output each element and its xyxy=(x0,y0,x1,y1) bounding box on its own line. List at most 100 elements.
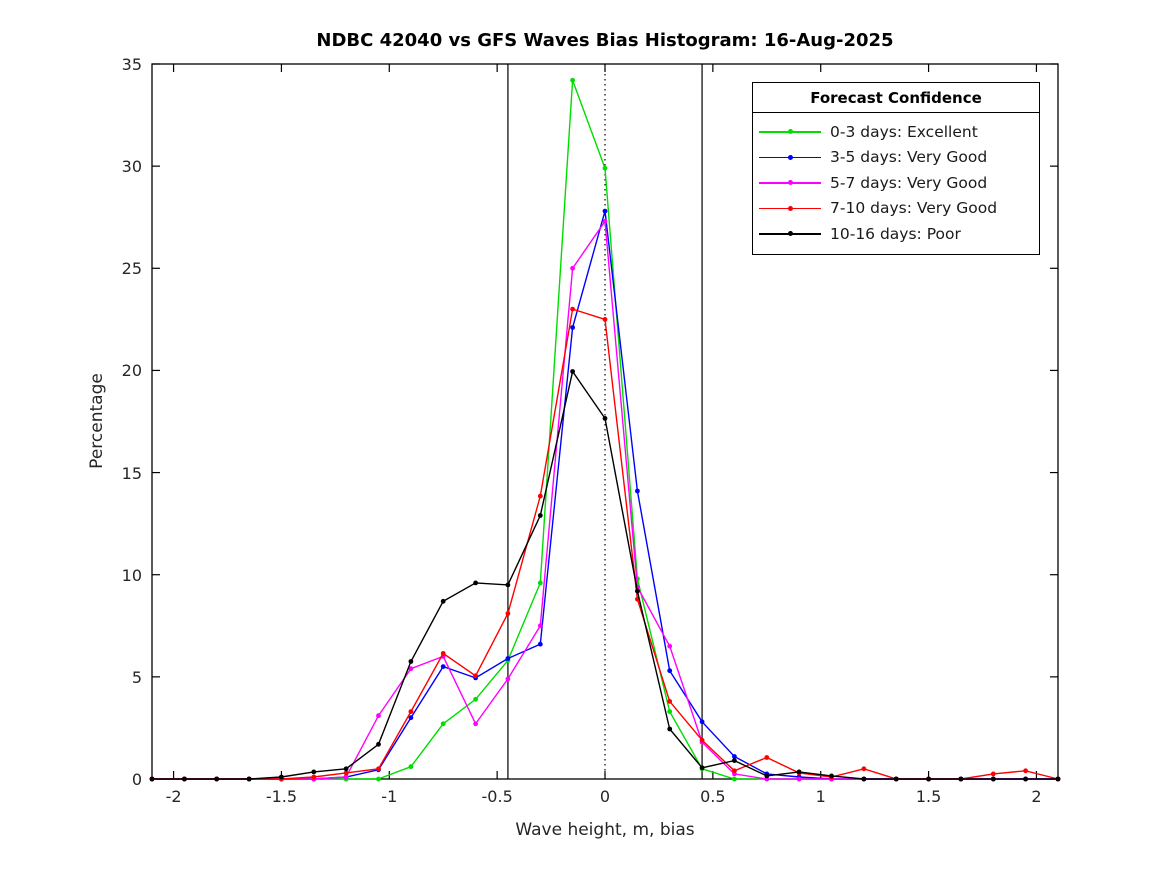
x-tick-label: -0.5 xyxy=(481,787,513,806)
legend-entry-label: 5-7 days: Very Good xyxy=(830,173,988,192)
data-point xyxy=(376,776,381,782)
legend-marker-dot xyxy=(788,129,793,135)
data-point xyxy=(473,721,478,727)
data-point xyxy=(570,265,575,271)
data-point xyxy=(537,641,543,647)
data-point xyxy=(990,776,996,782)
x-tick-label: -1 xyxy=(381,787,398,806)
data-point xyxy=(990,771,996,777)
legend-marker-dot xyxy=(788,154,793,160)
legend-entry-label: 7-10 days: Very Good xyxy=(830,199,998,218)
y-tick-label: 20 xyxy=(121,361,142,381)
data-point xyxy=(537,493,543,499)
x-tick-label: 0.5 xyxy=(700,787,726,806)
legend-entry: 0-3 days: Excellent xyxy=(759,119,1039,145)
y-tick-label: 30 xyxy=(121,157,142,177)
data-point xyxy=(732,754,737,759)
data-point xyxy=(1055,776,1061,782)
legend-marker-dot xyxy=(788,180,793,186)
data-point xyxy=(376,766,381,772)
legend-line-marker-icon xyxy=(759,205,821,212)
x-tick-label: 1.5 xyxy=(915,787,942,806)
data-point xyxy=(926,776,931,782)
data-point xyxy=(602,208,608,214)
plot-border xyxy=(151,63,1059,780)
data-point xyxy=(505,582,511,588)
legend-entry-label: 3-5 days: Very Good xyxy=(830,148,988,167)
data-point xyxy=(343,766,349,772)
legend-entry: 3-5 days: Very Good xyxy=(759,145,1039,171)
data-point xyxy=(505,611,511,616)
legend-line-marker-icon xyxy=(759,230,821,237)
data-point xyxy=(570,77,575,83)
data-point xyxy=(732,758,737,763)
data-point xyxy=(149,776,155,782)
data-point xyxy=(699,737,705,743)
data-point xyxy=(343,774,349,780)
data-point xyxy=(214,776,220,782)
data-point xyxy=(829,773,834,779)
data-point xyxy=(861,776,867,782)
data-point xyxy=(343,770,349,776)
data-point xyxy=(408,764,414,770)
data-point xyxy=(473,673,478,679)
data-point xyxy=(667,668,673,674)
data-point xyxy=(537,580,543,586)
legend-entry: 7-10 days: Very Good xyxy=(759,196,1039,222)
data-point xyxy=(376,713,381,719)
data-point xyxy=(796,776,802,782)
data-point xyxy=(537,513,543,518)
data-point xyxy=(473,696,478,702)
data-point xyxy=(408,709,414,714)
x-axis-label: Wave height, m, bias xyxy=(515,820,695,840)
data-point xyxy=(408,659,414,664)
x-tick-label: -2 xyxy=(165,787,182,806)
y-tick-label: 35 xyxy=(121,55,142,74)
data-point xyxy=(311,774,317,780)
legend-title: Forecast Confidence xyxy=(753,83,1039,113)
data-point xyxy=(699,765,705,771)
data-point xyxy=(893,776,899,782)
data-point xyxy=(602,317,608,322)
data-point xyxy=(570,369,575,374)
data-point xyxy=(440,598,446,604)
y-tick-label: 15 xyxy=(121,463,142,483)
data-point xyxy=(667,709,673,714)
data-point xyxy=(602,218,608,224)
data-point xyxy=(408,715,414,721)
y-tick-label: 0 xyxy=(131,770,142,789)
data-point xyxy=(667,726,673,732)
data-point xyxy=(408,666,414,672)
y-tick-label: 25 xyxy=(121,259,142,279)
data-point xyxy=(1023,776,1028,782)
legend-entry: 5-7 days: Very Good xyxy=(759,170,1039,196)
data-point xyxy=(602,416,608,421)
legend-entry: 10-16 days: Poor xyxy=(759,221,1039,247)
data-point xyxy=(279,774,284,780)
data-point xyxy=(440,721,446,727)
data-point xyxy=(505,656,511,661)
data-point xyxy=(699,719,705,725)
data-point xyxy=(667,643,673,649)
legend-box: Forecast Confidence 0-3 days: Excellent 3… xyxy=(752,82,1040,255)
data-point xyxy=(635,588,640,594)
chart-title: NDBC 42040 vs GFS Waves Bias Histogram: … xyxy=(316,30,894,51)
data-point xyxy=(861,766,867,772)
data-point xyxy=(537,623,543,629)
data-point xyxy=(1023,768,1028,774)
data-point xyxy=(667,699,673,704)
data-point xyxy=(764,755,770,760)
data-point xyxy=(796,769,802,775)
legend-line-marker-icon xyxy=(759,179,821,186)
data-point xyxy=(440,664,446,669)
legend-marker-dot xyxy=(788,205,793,211)
y-axis-label: Percentage xyxy=(87,373,107,469)
data-point xyxy=(732,768,737,774)
data-point xyxy=(376,741,381,747)
data-point xyxy=(570,325,575,330)
legend-entries: 0-3 days: Excellent 3-5 days: Very Good 5-… xyxy=(753,113,1039,254)
x-tick-label: 0 xyxy=(599,787,611,806)
data-point xyxy=(505,676,511,682)
data-point xyxy=(570,306,575,312)
